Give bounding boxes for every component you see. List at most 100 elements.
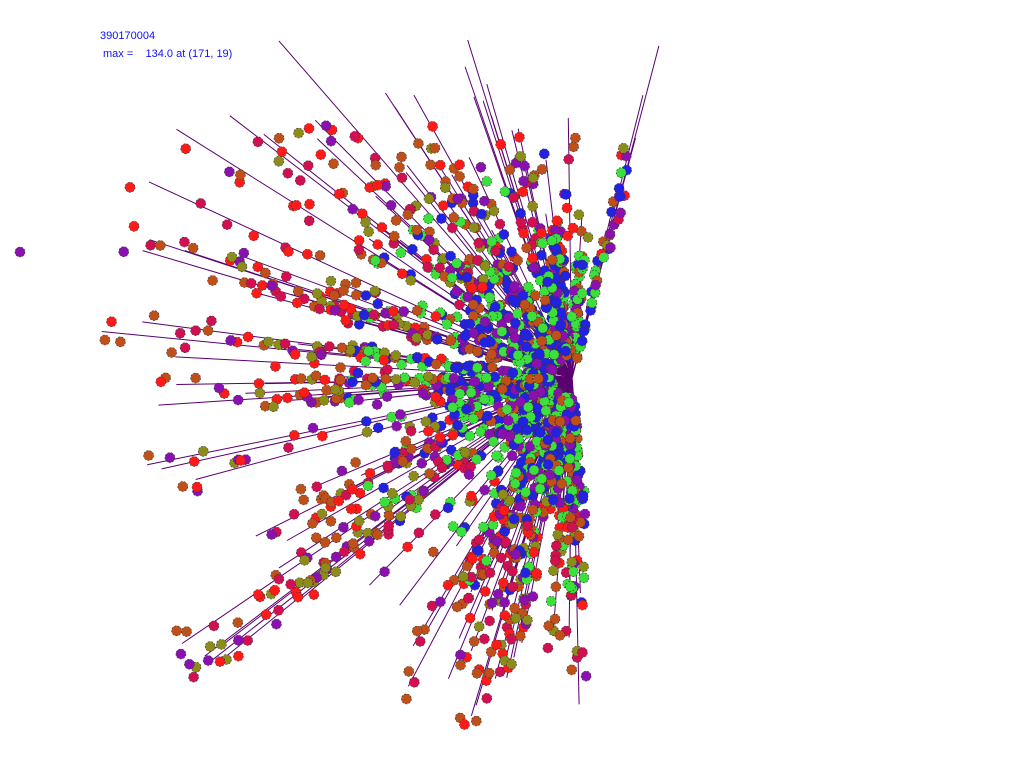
hit-point	[235, 455, 247, 466]
hit-point	[562, 230, 574, 242]
hit-point	[473, 621, 485, 632]
hit-point	[521, 424, 533, 436]
hit-point	[187, 242, 199, 254]
hit-point	[333, 188, 345, 200]
hit-point	[542, 459, 554, 470]
hit-point	[586, 297, 598, 309]
hit-point	[427, 546, 439, 558]
hit-point	[489, 301, 501, 313]
hit-point	[283, 246, 294, 257]
hit-point	[518, 175, 529, 187]
hit-point	[360, 355, 371, 367]
hit-point	[615, 191, 626, 202]
hit-point	[369, 510, 381, 522]
hit-point	[565, 512, 576, 523]
hit-point	[506, 450, 518, 462]
hit-point	[386, 487, 398, 499]
hit-point	[560, 189, 572, 200]
hit-point	[459, 719, 470, 730]
hit-point	[447, 401, 459, 413]
hit-point	[360, 217, 371, 228]
hit-point	[475, 161, 487, 173]
hit-point	[115, 336, 126, 348]
hit-point	[221, 219, 233, 230]
hit-point	[497, 577, 509, 589]
hit-point	[363, 226, 374, 237]
hit-point	[204, 641, 216, 652]
hit-point	[479, 393, 490, 405]
hit-point	[573, 530, 585, 542]
hit-point	[232, 394, 244, 406]
hit-point	[398, 306, 410, 317]
hit-point	[451, 601, 463, 613]
hit-point	[370, 159, 382, 171]
hit-point	[409, 377, 420, 388]
hit-point	[372, 179, 383, 191]
hit-point	[486, 361, 498, 373]
hit-point	[396, 172, 408, 184]
hit-point	[155, 240, 166, 251]
hit-point	[319, 374, 331, 386]
hit-point	[454, 171, 465, 182]
hit-point	[280, 271, 292, 282]
hit-point	[522, 281, 534, 293]
hit-point	[459, 447, 471, 458]
hit-point	[464, 430, 476, 442]
hit-point	[446, 222, 458, 234]
hit-point	[512, 308, 523, 319]
hit-point	[508, 192, 519, 203]
hit-point	[347, 483, 358, 495]
hit-point	[576, 335, 588, 347]
hit-point	[446, 272, 458, 284]
hit-point	[458, 571, 469, 583]
hit-point	[504, 431, 516, 442]
hit-point	[534, 427, 546, 438]
hit-point	[527, 591, 539, 602]
hit-point	[353, 318, 365, 330]
hit-point	[349, 131, 361, 142]
hit-point	[488, 436, 499, 447]
hit-point	[387, 305, 399, 317]
hit-point	[497, 383, 508, 395]
hit-point	[414, 636, 426, 647]
hit-point	[548, 349, 560, 360]
hit-point	[578, 325, 590, 337]
hit-point	[248, 230, 259, 242]
hit-point	[473, 534, 485, 546]
hit-point	[598, 252, 609, 263]
hit-point	[467, 553, 478, 565]
hit-point	[347, 203, 358, 215]
hit-point	[470, 715, 482, 727]
hit-point	[307, 422, 319, 434]
hit-point	[506, 246, 517, 257]
hit-point	[232, 617, 244, 628]
hit-point	[461, 271, 473, 283]
hit-point	[564, 493, 575, 504]
hit-point	[411, 625, 423, 637]
hit-point	[500, 536, 512, 548]
hit-point	[302, 577, 314, 589]
hit-point	[527, 390, 539, 401]
hit-point	[462, 360, 473, 372]
hit-point	[488, 205, 500, 217]
hit-point	[302, 248, 313, 260]
hit-point	[468, 636, 480, 647]
hit-point	[566, 556, 578, 568]
max-label: max =	[103, 48, 134, 60]
hit-point	[425, 159, 436, 171]
hit-point	[563, 154, 575, 165]
hit-point	[420, 416, 432, 427]
hit-point	[317, 430, 328, 442]
hit-point	[143, 450, 154, 461]
hit-point	[330, 551, 342, 563]
hit-point	[372, 239, 384, 250]
hit-point	[310, 370, 322, 382]
hit-point	[179, 342, 191, 354]
hit-point	[325, 275, 337, 287]
hit-point	[188, 671, 199, 683]
hit-point	[519, 299, 531, 311]
hit-point	[510, 317, 521, 329]
hit-point	[527, 252, 539, 264]
hit-point	[319, 536, 331, 548]
